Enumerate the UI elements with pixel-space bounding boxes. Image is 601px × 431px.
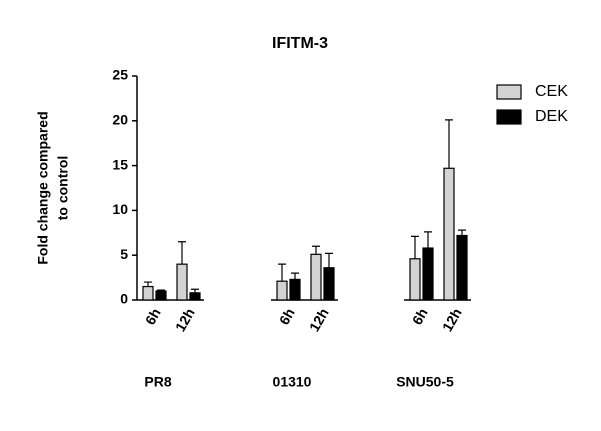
bar	[409, 258, 421, 301]
error-bar	[191, 288, 199, 293]
bar	[276, 280, 288, 301]
error-bar	[325, 252, 333, 268]
legend-label: DEK	[535, 108, 568, 125]
x-tick-label: 6h	[409, 305, 431, 327]
y-axis-label: Fold change compared	[35, 111, 51, 264]
group-label: 01310	[273, 374, 312, 390]
x-tick-label: 6h	[142, 305, 164, 327]
error-bar	[178, 241, 186, 265]
y-tick-label: 15	[112, 156, 128, 172]
bar	[443, 167, 455, 301]
bar	[176, 263, 188, 301]
x-tick-label: 12h	[172, 305, 198, 334]
legend-label: CEK	[535, 83, 568, 100]
y-axis-label: to control	[55, 156, 71, 221]
error-bar	[445, 119, 453, 169]
error-bar	[424, 231, 432, 249]
bar	[155, 290, 167, 301]
y-tick-label: 5	[120, 246, 128, 262]
bar	[310, 253, 322, 301]
error-bar	[312, 245, 320, 255]
error-bar	[411, 235, 419, 259]
bar	[142, 285, 154, 301]
error-bar	[458, 229, 466, 236]
x-tick-label: 12h	[306, 305, 332, 334]
y-tick-label: 20	[112, 112, 128, 128]
bar	[456, 234, 468, 301]
x-tick-label: 12h	[439, 305, 465, 334]
error-bar	[157, 289, 165, 292]
legend-swatch	[496, 109, 522, 125]
x-tick-label: 6h	[276, 305, 298, 327]
error-bar	[291, 272, 299, 280]
group-label: SNU50-5	[396, 374, 454, 390]
group-label: PR8	[144, 374, 171, 390]
bar	[323, 267, 335, 301]
error-bar	[144, 281, 152, 287]
legend-swatch	[496, 84, 522, 100]
y-tick-label: 10	[112, 201, 128, 217]
bar	[422, 247, 434, 301]
error-bar	[278, 263, 286, 282]
y-tick-label: 25	[112, 67, 128, 83]
bar	[189, 292, 201, 301]
y-tick-label: 0	[120, 291, 128, 307]
bar	[289, 278, 301, 301]
chart-title: IFITM-3	[272, 35, 328, 52]
